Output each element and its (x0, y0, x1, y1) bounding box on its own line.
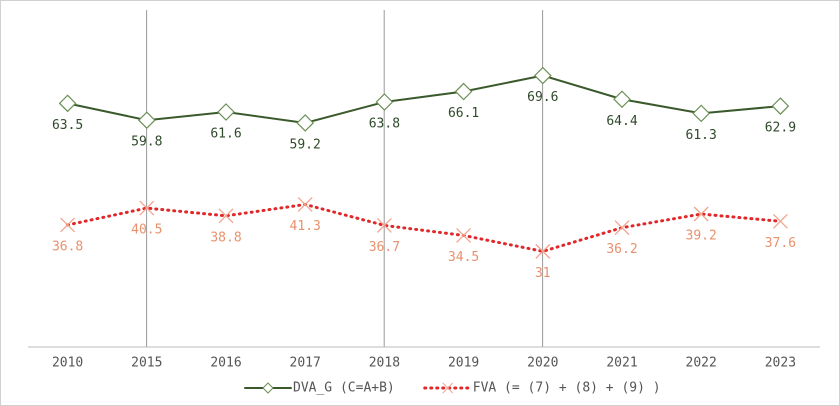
data-label: 61.6 (210, 127, 241, 142)
x-tick-label: 2022 (686, 356, 717, 371)
data-label: 41.3 (290, 219, 321, 234)
line (66, 74, 782, 124)
x-tick-label: 2023 (765, 356, 796, 371)
data-label: 34.5 (448, 250, 479, 265)
data-label: 63.8 (369, 116, 400, 131)
data-label: 62.9 (765, 121, 796, 136)
data-label: 36.8 (52, 239, 83, 254)
x-tick-label: 2017 (290, 356, 321, 371)
marker (772, 213, 788, 229)
marker (60, 217, 76, 233)
data-label: 40.5 (131, 223, 162, 238)
x-tick-label: 2018 (369, 356, 400, 371)
marker (376, 217, 392, 233)
data-label: 38.8 (210, 230, 241, 245)
x-tick-label: 2019 (448, 356, 479, 371)
x-tick-label: 2021 (606, 356, 637, 371)
data-label: 59.2 (290, 137, 321, 152)
x-tick-label: 2010 (52, 356, 83, 371)
marker (771, 97, 790, 115)
data-label: 63.5 (52, 118, 83, 133)
marker (693, 206, 709, 222)
marker (614, 220, 630, 236)
x-tick-label: 2015 (131, 356, 162, 371)
legend-marker (262, 382, 274, 394)
line (66, 202, 782, 253)
marker (375, 93, 394, 111)
marker (139, 200, 155, 216)
marker (613, 90, 631, 109)
legend-label: DVA_G (C=A+B) (293, 381, 395, 396)
data-label: 37.6 (765, 236, 796, 251)
data-label: 69.6 (527, 90, 558, 105)
marker (296, 114, 315, 132)
marker (456, 227, 472, 243)
legend-label: FVA (= (7) + (8) + (9) ) (473, 381, 661, 396)
legend-marker (442, 382, 454, 394)
marker (217, 103, 235, 121)
data-label: 61.3 (686, 128, 717, 143)
x-tick-label: 2016 (210, 356, 241, 371)
data-label: 31 (535, 266, 551, 281)
marker (297, 196, 313, 212)
data-label: 59.8 (131, 135, 162, 150)
data-label: 64.4 (606, 114, 637, 129)
marker (692, 104, 711, 123)
marker (137, 111, 156, 130)
marker (454, 82, 473, 101)
data-label: 36.2 (606, 242, 637, 257)
marker (58, 94, 77, 113)
marker (535, 243, 551, 259)
x-tick-label: 2020 (527, 356, 558, 371)
marker (533, 66, 552, 85)
data-label: 39.2 (686, 229, 717, 244)
data-label: 66.1 (448, 106, 479, 121)
marker (218, 208, 234, 224)
data-label: 36.7 (369, 240, 400, 255)
